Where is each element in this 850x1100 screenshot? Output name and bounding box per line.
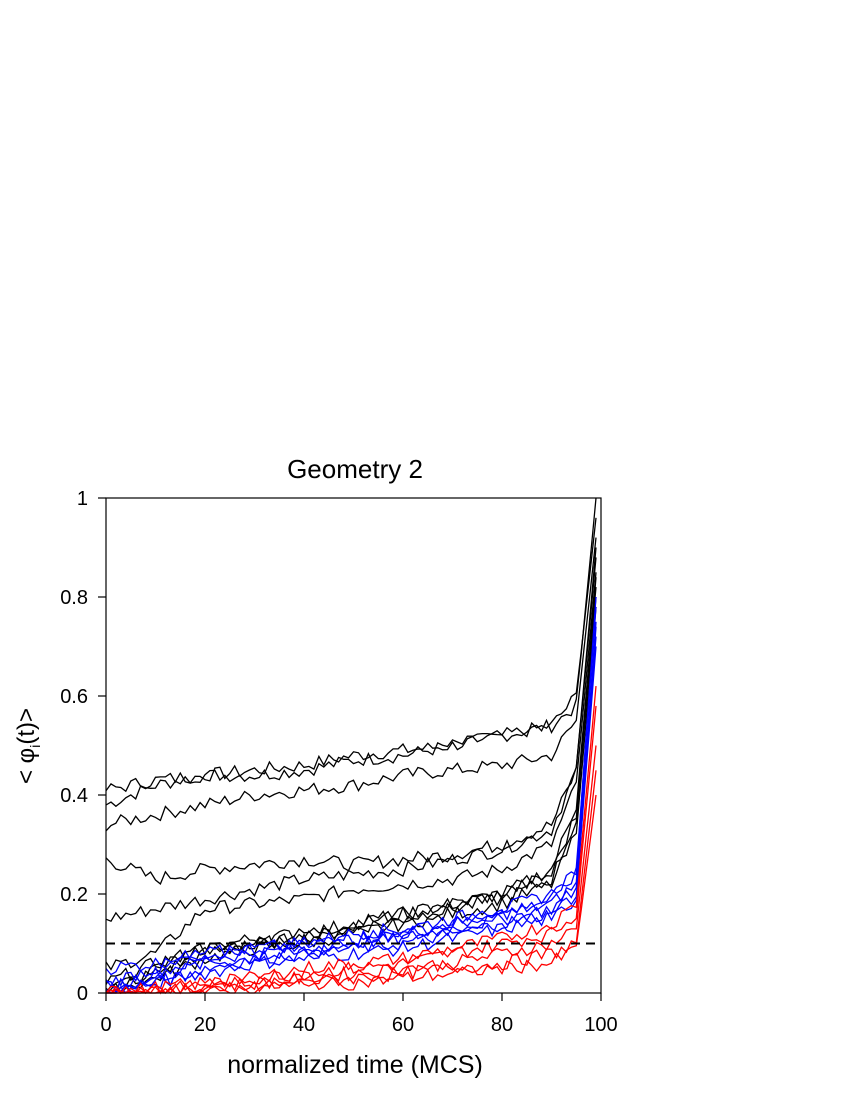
x-tick-label: 60	[392, 1014, 414, 1036]
series-line-group0-curve1	[105, 517, 597, 793]
series-line-group2-curve2	[106, 745, 597, 995]
x-tick-label: 100	[584, 1014, 617, 1036]
x-tick-label: 40	[293, 1014, 315, 1036]
y-axis-ticks: 0 0.2 0.4 0.6 0.8 1	[60, 488, 106, 1005]
series-line-group1-curve1	[105, 606, 597, 988]
series-line-group1-curve4	[105, 646, 597, 994]
y-tick-label: 0	[77, 983, 88, 1005]
x-tick-label: 80	[491, 1014, 513, 1036]
series-line-group1-curve2	[105, 596, 597, 994]
y-tick-label: 1	[77, 488, 88, 510]
y-axis-label: < φi(t)>	[13, 708, 43, 784]
series-line-group0-curve5	[105, 572, 597, 971]
series-line-group0-curve2	[105, 537, 597, 832]
y-axis-label-subscript: i	[27, 745, 43, 748]
y-tick-label: 0.8	[60, 587, 88, 609]
series-line-group0-curve9	[105, 577, 597, 994]
plot-frame	[105, 497, 602, 994]
series-line-group1-curve0	[105, 621, 597, 976]
y-tick-label: 0.4	[60, 785, 88, 807]
y-tick-label: 0.2	[60, 884, 88, 906]
x-axis-ticks: 0 20 40 60 80 100	[100, 993, 618, 1036]
x-tick-label: 20	[194, 1014, 216, 1036]
series-line-group2-curve0	[106, 686, 597, 995]
x-tick-label: 0	[100, 1014, 111, 1036]
series-line-group0-curve0	[105, 497, 597, 808]
series-line-group2-curve3	[105, 770, 597, 994]
plot-lines	[105, 497, 597, 995]
y-tick-label: 0.6	[60, 686, 88, 708]
y-axis-label-tail: (t)>	[13, 708, 40, 745]
series-line-group1-curve5	[105, 626, 597, 994]
series-line-group0-curve3	[105, 557, 597, 885]
series-line-group0-curve4	[105, 547, 597, 923]
chart-title: Geometry 2	[287, 454, 423, 484]
series-line-group2-curve4	[105, 794, 597, 995]
series-line-group0-curve7	[105, 596, 597, 994]
series-line-group0-curve8	[105, 606, 597, 995]
x-axis-label: normalized time (MCS)	[227, 1051, 483, 1079]
y-axis-label-main: < φ	[13, 748, 40, 784]
